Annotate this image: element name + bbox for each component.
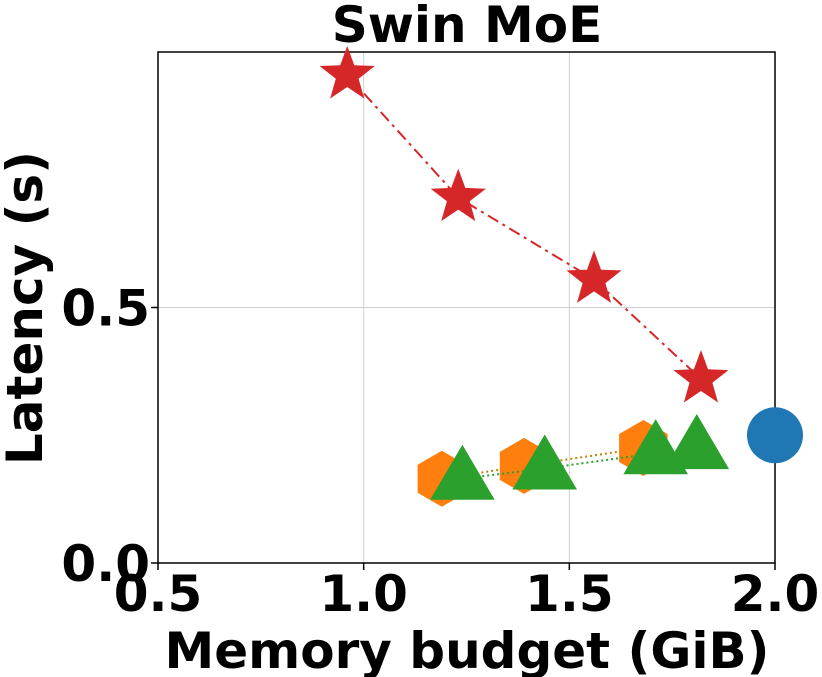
x-tick-label: 1.0 [319,565,408,623]
data-point [430,168,486,222]
y-axis-label: Latency (s) [0,151,54,465]
data-point [664,414,730,470]
x-tick-label: 2.0 [731,565,820,623]
y-tick-label: 0.5 [61,280,150,338]
data-point [319,46,375,99]
data-point [512,434,577,490]
data-point [673,350,729,403]
chart-title: Swin MoE [332,0,603,54]
series-star [319,46,729,403]
data-point [747,407,803,464]
series-layer [319,46,803,507]
series-line [346,74,702,380]
y-tick-label: 0.0 [61,535,150,593]
x-axis-label: Memory budget (GiB) [165,622,770,677]
x-tick-label: 0.5 [114,565,203,623]
data-point [430,444,495,500]
y-axis-ticks: 0.0 0.5 [61,280,158,593]
data-point [566,250,622,303]
series-circle [747,407,803,464]
x-axis-ticks: 0.5 1.0 1.5 2.0 [114,563,820,623]
series-triangle [430,414,730,500]
x-tick-label: 1.5 [525,565,614,623]
